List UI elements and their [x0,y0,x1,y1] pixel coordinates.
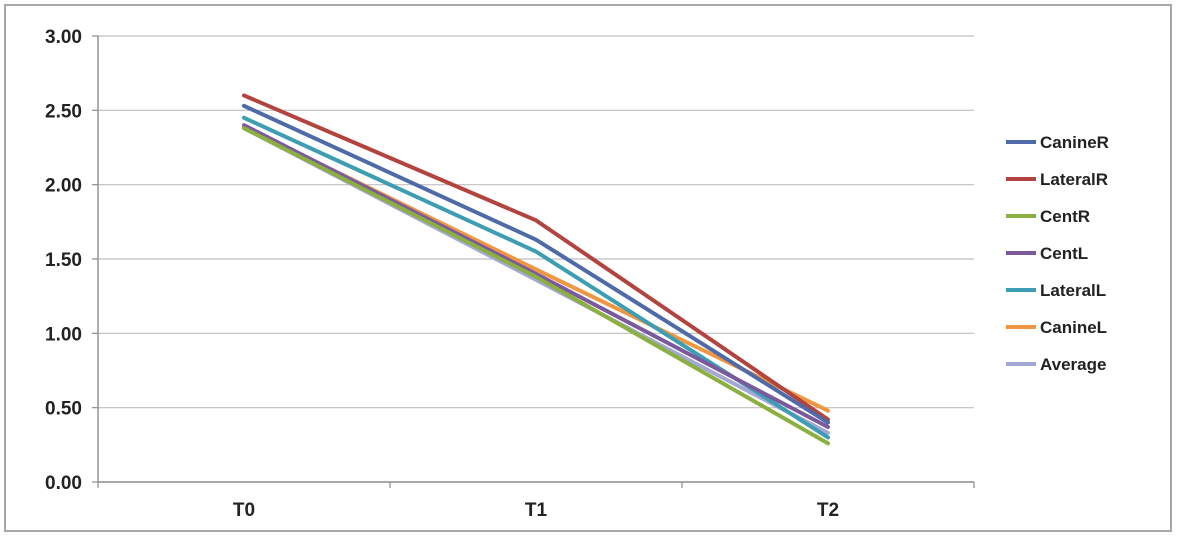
y-tick-label: 1.00 [45,324,82,345]
legend-item-centr: CentR [1006,207,1090,226]
legend-label: CentR [1040,207,1090,226]
series-lines [242,93,830,446]
legend-item-caniner: CanineR [1006,133,1109,152]
legend-label: Average [1040,355,1106,374]
y-tick-label: 3.00 [45,27,82,48]
legend-item-centl: CentL [1006,244,1088,263]
series-line-centr [242,126,830,446]
x-tick-label-t0: T0 [233,500,255,521]
legend: CanineR LateralR CentR CentL LateralL CanineL… [1006,133,1109,374]
x-tick-label-t2: T2 [817,500,839,521]
x-axis-ticks: T0 T1 T2 [97,482,975,521]
legend-label: CentL [1040,244,1088,263]
gridlines [98,35,974,409]
series-line-centl [242,123,830,429]
legend-label: CanineR [1040,133,1109,152]
y-tick-label: 1.50 [45,250,82,271]
series-line-lateralr [242,93,830,422]
y-tick-label: 0.50 [45,399,82,420]
legend-label: LateralL [1040,281,1106,300]
y-tick-label: 0.00 [45,473,82,494]
y-tick-label: 2.50 [45,101,82,122]
x-tick-label-t1: T1 [525,500,548,521]
y-tick-label: 2.00 [45,176,82,197]
series-line-caniner [242,103,830,425]
line-chart: 0.00 0.50 1.00 1.50 2.00 2.50 3.00 T0 T1 T2 Cani… [45,27,1109,521]
chart-frame: 0.00 0.50 1.00 1.50 2.00 2.50 3.00 T0 T1 T2 Cani… [4,4,1172,532]
legend-item-average: Average [1006,355,1106,374]
legend-label: LateralR [1040,170,1108,189]
legend-item-laterall: LateralL [1006,281,1106,300]
legend-label: CanineL [1040,318,1107,337]
legend-item-caninel: CanineL [1006,318,1107,337]
y-axis-ticks: 0.00 0.50 1.00 1.50 2.00 2.50 3.00 [45,27,98,494]
legend-item-lateralr: LateralR [1006,170,1108,189]
